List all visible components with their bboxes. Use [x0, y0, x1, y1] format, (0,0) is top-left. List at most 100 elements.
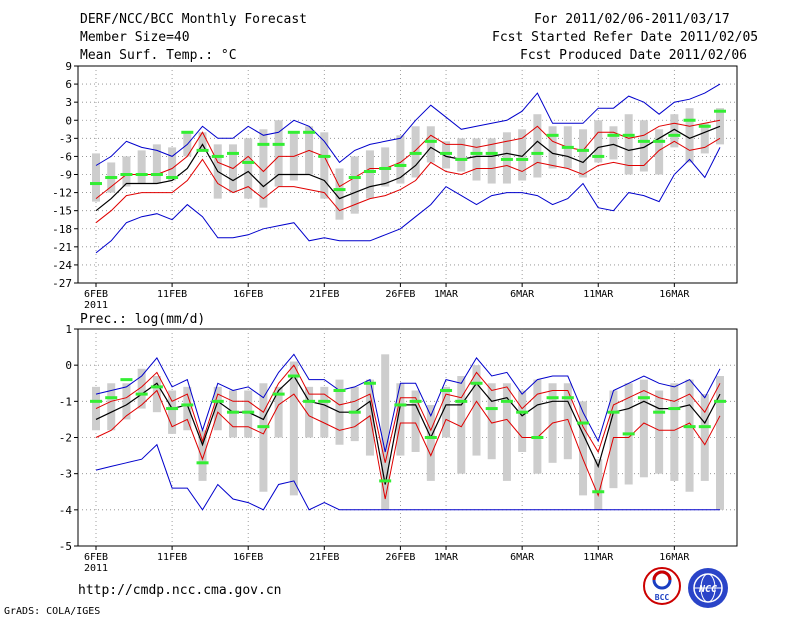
p2-obs-mark [455, 399, 468, 403]
ncc-logo: NCC [688, 568, 728, 608]
p2-ytick-label: -4 [59, 504, 73, 517]
p1-xtick-sublabel: 2011 [84, 300, 108, 311]
p2-obs-mark [150, 385, 163, 389]
p2-obs-mark [226, 410, 239, 414]
p2-spread-box [639, 379, 648, 478]
p2-obs-mark [318, 399, 331, 403]
p2-spread-box [457, 376, 466, 474]
p1-spread-box [700, 123, 709, 154]
p2-obs-mark [135, 392, 148, 396]
p2-obs-mark [470, 381, 483, 385]
p2-spread-box [487, 383, 496, 460]
p2-ytick-label: 1 [65, 323, 72, 336]
p1-spread-box [457, 138, 466, 172]
p2-spread-box [198, 430, 207, 481]
p1-obs-mark [135, 173, 148, 176]
p2-obs-mark [348, 410, 361, 414]
p1-ytick-label: -18 [52, 223, 72, 236]
p2-obs-mark [531, 436, 544, 439]
p1-xtick-label: 11FEB [157, 289, 187, 300]
p2-spread-box [396, 383, 405, 456]
p1-obs-mark [211, 154, 224, 158]
p1-obs-mark [683, 118, 696, 122]
p1-obs-mark [348, 176, 361, 180]
p2-max-line [95, 353, 721, 453]
p2-obs-mark [607, 410, 620, 414]
p1-obs-mark [516, 157, 529, 161]
p1-spread-box [533, 114, 542, 178]
p2-ytick-label: -5 [59, 540, 72, 553]
p2-spread-box [289, 361, 298, 496]
p1-xtick-label: 6MAR [510, 289, 535, 300]
p2-obs-mark [668, 407, 681, 411]
p1-ytick-label: 6 [65, 78, 72, 91]
p2-obs-mark [120, 378, 133, 382]
p1-ytick-label: 3 [65, 96, 72, 109]
p1-obs-mark [561, 145, 574, 149]
p1-obs-mark [653, 139, 666, 143]
p1-spread-box [244, 138, 253, 199]
p2-obs-mark [272, 392, 285, 396]
p2-spread-box [274, 386, 283, 438]
p1-spread-box [670, 114, 679, 148]
p1-xtick-label: 21FEB [309, 289, 339, 300]
p1-obs-mark [272, 142, 285, 146]
p1-obs-mark [150, 173, 163, 176]
p2-spread-box [213, 386, 222, 431]
bcc-logo: BCC [643, 567, 681, 605]
p1-ytick-label: -27 [52, 277, 72, 290]
p2-spread-box [442, 386, 451, 438]
p1-xtick-label: 6FEB [84, 289, 108, 300]
p2-obs-mark [500, 399, 513, 403]
p2-spread-box [670, 383, 679, 481]
p2-spread-box [700, 394, 709, 481]
p2-obs-mark [394, 403, 407, 407]
p1-ytick-label: 0 [65, 114, 72, 127]
p2-obs-mark [622, 432, 635, 436]
p2-obs-mark [637, 396, 650, 400]
p1-obs-mark [166, 176, 179, 180]
p2-xtick-label: 6FEB [84, 552, 108, 563]
p1-spread-box [350, 156, 359, 214]
p2-ytick-label: 0 [65, 359, 72, 372]
p2-spread-box [320, 386, 329, 438]
p1-xtick-label: 11MAR [583, 289, 614, 300]
p2-obs-mark [592, 490, 605, 494]
p2-obs-mark [516, 410, 529, 414]
variable-label-prec: Prec.: log(mm/d) [80, 312, 206, 327]
p1-obs-mark [546, 133, 559, 137]
p1-spread-box [518, 129, 527, 181]
p2-spread-box [137, 368, 146, 409]
p1-obs-mark [363, 169, 376, 173]
p2-obs-mark [181, 403, 194, 407]
p1-spread-box [396, 135, 405, 184]
p2-obs-mark [90, 399, 102, 403]
p2-obs-mark [333, 388, 346, 392]
p1-ytick-label: -6 [59, 150, 72, 163]
p2-xtick-label: 16MAR [659, 552, 690, 563]
p1-spread-box [92, 153, 100, 202]
p2-spread-box [107, 383, 116, 431]
p1-spread-box [487, 138, 496, 184]
p2-spread-box [168, 390, 177, 434]
refer-date: Fcst Started Refer Date 2011/02/05 [492, 30, 759, 45]
p1-obs-mark [500, 157, 513, 161]
p1-spread-box [198, 132, 207, 151]
p1-obs-mark [394, 163, 407, 167]
p1-spread-box [411, 126, 420, 178]
source-url[interactable]: http://cmdp.ncc.cma.gov.cn [78, 583, 282, 598]
p2-obs-mark [166, 407, 179, 411]
p1-obs-mark [455, 157, 468, 161]
p1-spread-box [274, 120, 283, 187]
p2-spread-box [411, 390, 420, 452]
p1-obs-mark [714, 109, 726, 113]
p1-obs-mark [90, 182, 102, 186]
p1-spread-box [137, 150, 146, 184]
p2-spread-box [350, 386, 359, 442]
p2-obs-mark [546, 396, 559, 400]
p1-ytick-label: -24 [52, 259, 72, 272]
p2-xtick-label: 11MAR [583, 552, 614, 563]
p1-upper-line [95, 119, 721, 199]
p2-obs-mark [105, 396, 118, 400]
p1-obs-mark [424, 139, 437, 143]
